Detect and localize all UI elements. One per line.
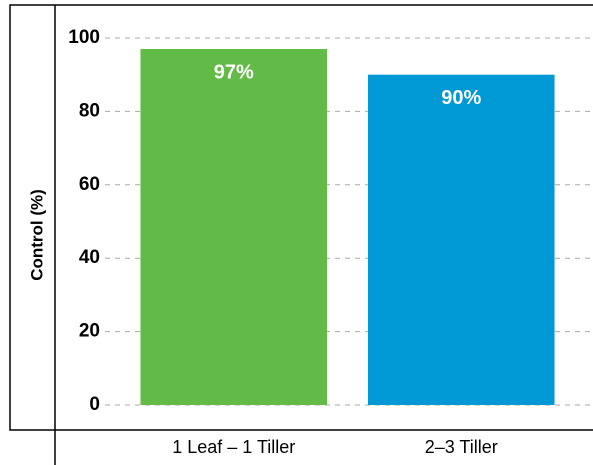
y-tick-label: 60 <box>79 174 100 195</box>
chart-frame <box>9 4 593 431</box>
bar <box>140 49 328 405</box>
y-tick-label: 40 <box>79 247 100 268</box>
y-tick-label: 100 <box>68 27 100 48</box>
x-tick-label: 2–3 Tiller <box>425 437 498 457</box>
value-label: 97% <box>214 61 254 83</box>
bar <box>367 74 555 405</box>
y-tick-label: 0 <box>89 394 100 415</box>
y-tick-label: 20 <box>79 321 100 342</box>
y-axis-title: Control (%) <box>27 189 46 281</box>
x-tick-label: 1 Leaf – 1 Tiller <box>172 437 295 457</box>
value-label: 90% <box>441 87 481 109</box>
y-tick-label: 80 <box>79 100 100 121</box>
